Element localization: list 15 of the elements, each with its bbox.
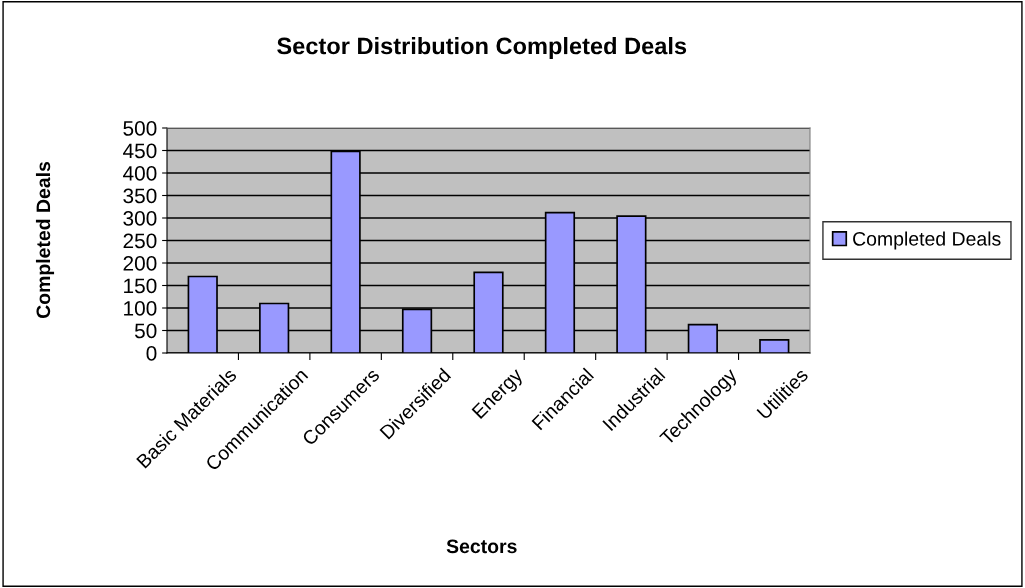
y-tick-label: 500: [123, 121, 157, 136]
y-tick-label: 150: [124, 278, 157, 294]
chart-title: Sector Distribution Completed Deals: [277, 37, 687, 60]
y-tick-label: 50: [134, 323, 157, 339]
y-tick-label: 200: [123, 256, 157, 271]
y-tick-label: 100: [124, 301, 157, 316]
y-tick-label: 0: [146, 346, 157, 361]
legend-label: Completed Deals: [853, 231, 1001, 250]
y-axis-title: Completed Deals: [35, 161, 55, 319]
x-axis-title: Sectors: [446, 539, 517, 554]
y-tick-label: 300: [123, 211, 157, 226]
y-tick-label: 250: [123, 233, 157, 249]
y-tick-label: 350: [123, 188, 157, 204]
y-tick-label: 400: [123, 166, 157, 181]
y-tick-label: 450: [123, 143, 157, 159]
